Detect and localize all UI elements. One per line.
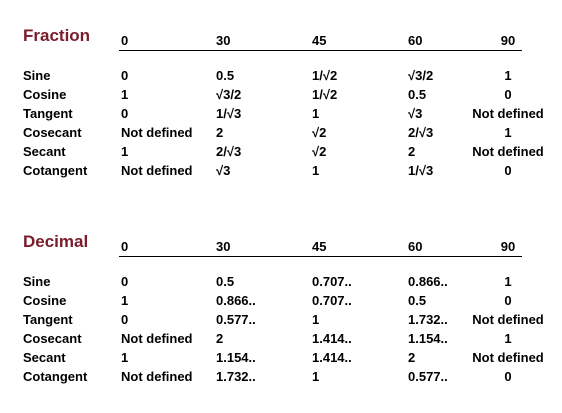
cell-value: √3/2 [408, 68, 434, 83]
row-label: Cotangent [23, 163, 88, 178]
cell-value: 1/√3 [408, 163, 434, 178]
cell-value: 1 [504, 274, 512, 289]
cell-value: 1/√2 [312, 68, 338, 83]
cell-value: √3 [408, 106, 423, 121]
decimal-header-60: 60 [408, 239, 423, 254]
cell-value: 1 [121, 87, 129, 102]
decimal-header-90: 90 [500, 239, 516, 254]
fraction-header-90: 90 [500, 33, 516, 48]
row-label: Cosine [23, 87, 67, 102]
cell-value: 1 [312, 163, 320, 178]
cell-value: Not defined [472, 144, 544, 159]
row-label: Sine [23, 274, 51, 289]
cell-value: 0.577.. [408, 369, 448, 384]
row-label: Cosecant [23, 331, 82, 346]
cell-value: 1.154.. [408, 331, 448, 346]
cell-value: 1 [312, 369, 320, 384]
cell-value: 2 [216, 331, 224, 346]
decimal-title: Decimal [23, 232, 89, 251]
cell-value: 1 [121, 144, 129, 159]
cell-value: 0.5 [408, 87, 427, 102]
cell-value: Not defined [472, 350, 544, 365]
cell-value: 0 [121, 312, 129, 327]
decimal-row-cosecant: Cosecant Not defined 2 1.414.. 1.154.. 1 [0, 331, 562, 350]
cell-value: 2 [408, 350, 416, 365]
fraction-title: Fraction [23, 26, 91, 45]
decimal-row-cosine: Cosine 1 0.866.. 0.707.. 0.5 0 [0, 293, 562, 312]
cell-value: 2/√3 [408, 125, 434, 140]
row-label: Tangent [23, 106, 73, 121]
cell-value: 2 [216, 125, 224, 140]
decimal-header-30: 30 [216, 239, 231, 254]
cell-value: Not defined [472, 312, 544, 327]
cell-value: Not defined [121, 369, 193, 384]
cell-value: 0 [504, 163, 512, 178]
cell-value: 1.414.. [312, 350, 352, 365]
row-label: Tangent [23, 312, 73, 327]
cell-value: 0.707.. [312, 274, 352, 289]
fraction-row-tangent: Tangent 0 1/√3 1 √3 Not defined [0, 106, 562, 125]
cell-value: 0.707.. [312, 293, 352, 308]
decimal-row-cotangent: Cotangent Not defined 1.732.. 1 0.577.. … [0, 369, 562, 388]
cell-value: 1 [312, 312, 320, 327]
cell-value: 0 [121, 68, 129, 83]
row-label: Sine [23, 68, 51, 83]
cell-value: √2 [312, 125, 327, 140]
cell-value: 1 [504, 331, 512, 346]
row-label: Cosine [23, 293, 67, 308]
cell-value: √3 [216, 163, 231, 178]
cell-value: 0 [504, 293, 512, 308]
fraction-header-rule [119, 50, 522, 51]
decimal-row-sine: Sine 0 0.5 0.707.. 0.866.. 1 [0, 274, 562, 293]
fraction-row-secant: Secant 1 2/√3 √2 2 Not defined [0, 144, 562, 163]
cell-value: 1.154.. [216, 350, 256, 365]
cell-value: √2 [312, 144, 327, 159]
decimal-header-45: 45 [312, 239, 327, 254]
cell-value: Not defined [121, 125, 193, 140]
cell-value: 0.5 [408, 293, 427, 308]
cell-value: 1/√2 [312, 87, 338, 102]
cell-value: 2/√3 [216, 144, 242, 159]
cell-value: 1 [504, 125, 512, 140]
fraction-row-sine: Sine 0 0.5 1/√2 √3/2 1 [0, 68, 562, 87]
row-label: Secant [23, 144, 66, 159]
decimal-header-0: 0 [121, 239, 129, 254]
cell-value: 0.577.. [216, 312, 256, 327]
cell-value: 1 [121, 350, 129, 365]
cell-value: 0 [504, 87, 512, 102]
row-label: Cosecant [23, 125, 82, 140]
fraction-row-cotangent: Cotangent Not defined √3 1 1/√3 0 [0, 163, 562, 182]
decimal-row-secant: Secant 1 1.154.. 1.414.. 2 Not defined [0, 350, 562, 369]
cell-value: Not defined [121, 331, 193, 346]
row-label: Secant [23, 350, 66, 365]
fraction-header-45: 45 [312, 33, 327, 48]
cell-value: 0.5 [216, 274, 235, 289]
cell-value: 0 [121, 274, 129, 289]
cell-value: 0 [121, 106, 129, 121]
cell-value: Not defined [472, 106, 544, 121]
cell-value: 1.732.. [216, 369, 256, 384]
cell-value: 1 [504, 68, 512, 83]
cell-value: 0 [504, 369, 512, 384]
fraction-header-0: 0 [121, 33, 129, 48]
fraction-header-60: 60 [408, 33, 423, 48]
cell-value: 1.732.. [408, 312, 448, 327]
fraction-row-cosine: Cosine 1 √3/2 1/√2 0.5 0 [0, 87, 562, 106]
decimal-header-rule [119, 256, 522, 257]
cell-value: 1 [121, 293, 129, 308]
fraction-row-cosecant: Cosecant Not defined 2 √2 2/√3 1 [0, 125, 562, 144]
cell-value: 0.5 [216, 68, 235, 83]
cell-value: 2 [408, 144, 416, 159]
decimal-row-tangent: Tangent 0 0.577.. 1 1.732.. Not defined [0, 312, 562, 331]
cell-value: Not defined [121, 163, 193, 178]
cell-value: 0.866.. [216, 293, 256, 308]
cell-value: 1.414.. [312, 331, 352, 346]
cell-value: √3/2 [216, 87, 242, 102]
cell-value: 1 [312, 106, 320, 121]
row-label: Cotangent [23, 369, 88, 384]
cell-value: 0.866.. [408, 274, 448, 289]
cell-value: 1/√3 [216, 106, 242, 121]
fraction-header-30: 30 [216, 33, 231, 48]
